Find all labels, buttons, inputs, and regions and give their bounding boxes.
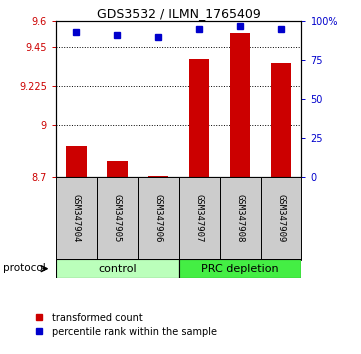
Bar (261, 177, 301, 260)
Bar (271, 63, 291, 177)
Bar (97, 177, 138, 260)
Text: GSM347908: GSM347908 (236, 194, 244, 243)
Legend: transformed count, percentile rank within the sample: transformed count, percentile rank withi… (30, 313, 217, 337)
Bar (56, 177, 97, 260)
Bar (66, 146, 87, 177)
Bar (107, 161, 127, 177)
Text: GSM347909: GSM347909 (277, 194, 286, 243)
Text: protocol: protocol (3, 263, 45, 273)
Bar (179, 259, 301, 278)
Bar (138, 177, 179, 260)
Title: GDS3532 / ILMN_1765409: GDS3532 / ILMN_1765409 (97, 7, 261, 20)
Text: GSM347904: GSM347904 (72, 194, 81, 243)
Bar (230, 33, 250, 177)
Text: PRC depletion: PRC depletion (201, 264, 279, 274)
Text: control: control (98, 264, 136, 274)
Bar (148, 176, 169, 177)
Text: GSM347906: GSM347906 (154, 194, 163, 243)
Bar (56, 259, 179, 278)
Bar (219, 177, 261, 260)
Text: GSM347905: GSM347905 (113, 194, 122, 243)
Bar (179, 177, 219, 260)
Text: GSM347907: GSM347907 (195, 194, 204, 243)
Bar (189, 59, 209, 177)
